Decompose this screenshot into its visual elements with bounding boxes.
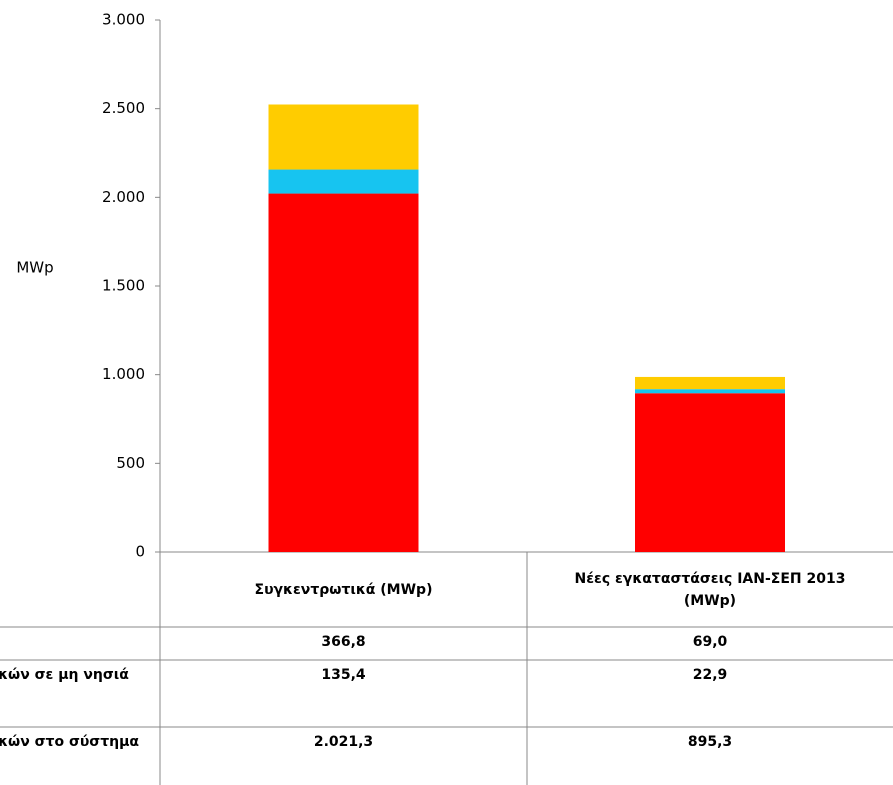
bar-segment — [268, 104, 419, 170]
y-tick-label: 2.000 — [102, 188, 145, 206]
y-tick-label: 1.000 — [102, 365, 145, 383]
y-tick-label: 0 — [135, 543, 145, 561]
table-value: 69,0 — [692, 634, 728, 650]
bar-segment — [635, 376, 785, 390]
y-tick-label: 2.500 — [102, 99, 145, 117]
table-value: 2.021,3 — [313, 734, 374, 750]
bar-segment — [635, 389, 785, 394]
table-value: 22,9 — [692, 667, 728, 683]
table-value: 135,4 — [321, 667, 366, 683]
table-value: 895,3 — [687, 734, 733, 750]
y-tick-label: 500 — [116, 454, 145, 472]
y-tick-label: 1.500 — [102, 277, 145, 295]
category-label: Συγκεντρωτικά (MWp) — [254, 581, 433, 598]
bar-segment — [635, 393, 785, 552]
y-tick-label: 3.000 — [102, 11, 145, 29]
bar-segment — [268, 169, 419, 194]
row-label: οικιακών σε μη νησιά — [0, 667, 129, 683]
table-value: 366,8 — [321, 634, 366, 650]
bar-segment — [268, 193, 419, 552]
category-label: Νέες εγκαταστάσεις ΙΑΝ-ΣΕΠ 2013 (MWp) — [574, 570, 846, 609]
y-label: MWp — [16, 259, 53, 277]
row-label: οικιακών στο σύστημα — [0, 734, 140, 750]
